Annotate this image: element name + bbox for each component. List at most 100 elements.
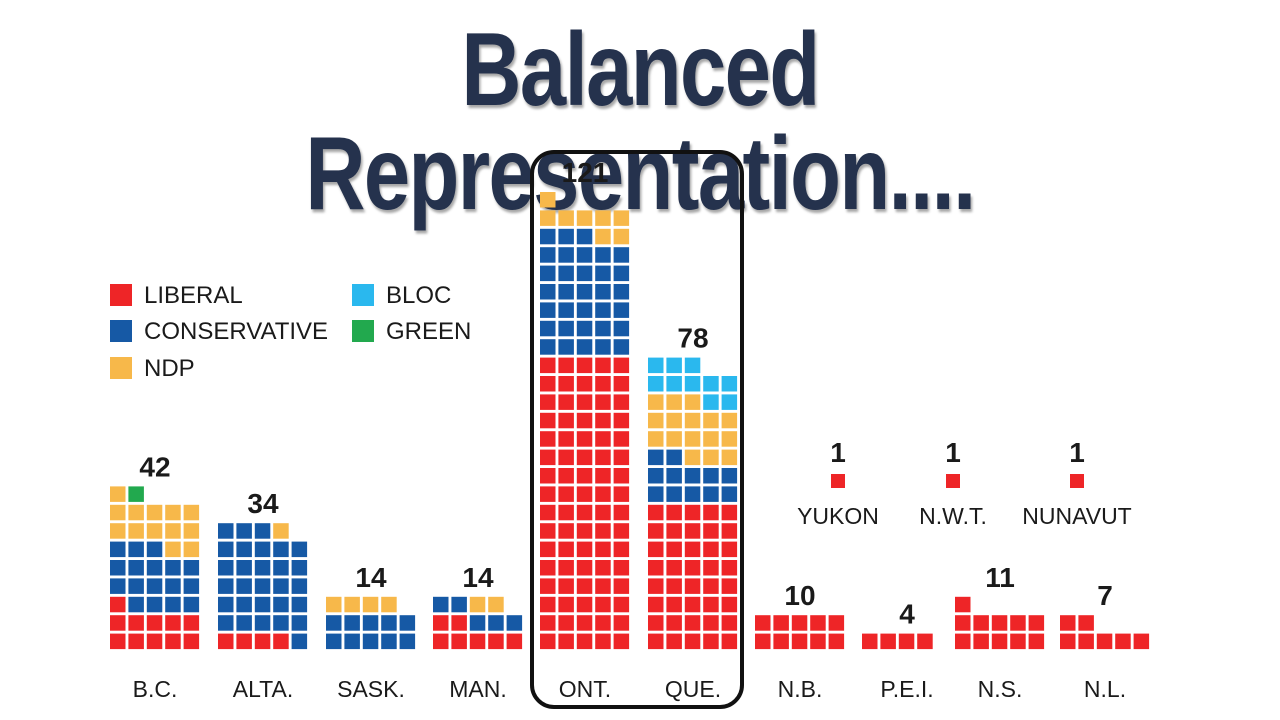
seat-cell-conservative	[183, 560, 200, 576]
seat-cell-conservative	[540, 320, 556, 337]
seat-cell-liberal	[721, 596, 738, 613]
seat-cell-liberal	[576, 357, 593, 374]
seat-cell-conservative	[595, 320, 611, 337]
seat-cell-conservative	[381, 633, 397, 650]
seat-cell-liberal	[576, 486, 593, 502]
seat-cell-ndp	[684, 431, 701, 447]
seat-cell-conservative	[648, 449, 664, 466]
seat-cell-conservative	[254, 596, 271, 613]
seat-cell-conservative	[595, 284, 611, 300]
seat-cell-liberal	[666, 615, 682, 631]
territory-markers: 1 YUKON 1 N.W.T. 1 NUNAVUT	[797, 437, 1132, 529]
seat-cell-liberal	[955, 596, 971, 613]
seat-cell-liberal	[721, 633, 738, 650]
seat-cell-bloc	[721, 376, 738, 392]
seat-cell-liberal	[828, 633, 845, 650]
seat-cell-conservative	[110, 541, 126, 558]
seat-cell-liberal	[613, 357, 630, 374]
seat-cell-liberal	[540, 468, 556, 484]
seat-cell-conservative	[254, 615, 271, 631]
seat-cell-liberal	[955, 633, 971, 650]
seat-cell-liberal	[703, 578, 719, 594]
seat-cell-ndp	[666, 412, 682, 429]
seat-cell-liberal	[648, 523, 664, 539]
seat-cell-liberal	[146, 615, 163, 631]
seat-cell-conservative	[218, 541, 234, 558]
seat-cell-liberal	[165, 633, 181, 650]
seat-cell-conservative	[595, 247, 611, 263]
seat-cell-liberal	[558, 376, 574, 392]
seat-cell-conservative	[558, 320, 574, 337]
seat-cell-ndp	[488, 596, 504, 613]
seat-cell-conservative	[344, 633, 360, 650]
seat-cell-green	[128, 486, 144, 502]
seat-cell-liberal	[451, 615, 467, 631]
seat-cell-conservative	[433, 596, 449, 613]
seat-cell-liberal	[703, 560, 719, 576]
seat-cell-conservative	[469, 615, 486, 631]
seat-cell-liberal	[558, 615, 574, 631]
seat-cell-liberal	[684, 633, 701, 650]
seat-cell-liberal	[703, 504, 719, 521]
seat-cell-liberal	[540, 376, 556, 392]
seat-cell-conservative	[399, 615, 416, 631]
seat-cell-bloc	[648, 357, 664, 374]
seat-cell-conservative	[183, 578, 200, 594]
seat-cell-liberal	[613, 486, 630, 502]
seat-count-b-c: 42	[139, 451, 170, 482]
seat-count-que: 78	[677, 323, 708, 354]
seat-cell-conservative	[218, 560, 234, 576]
seat-cell-conservative	[344, 615, 360, 631]
seat-cell-conservative	[540, 339, 556, 355]
seat-cell-ndp	[273, 523, 289, 539]
legend-swatch-liberal	[110, 284, 132, 306]
province-n-b: 10 N.B.	[755, 580, 845, 702]
seat-cell-conservative	[273, 541, 289, 558]
seat-cell-liberal	[613, 468, 630, 484]
seat-cell-conservative	[648, 486, 664, 502]
seat-cell-conservative	[595, 339, 611, 355]
seat-cell-conservative	[558, 228, 574, 245]
territory-label-yukon: YUKON	[797, 503, 879, 529]
seat-cell-liberal	[576, 412, 593, 429]
seat-cell-conservative	[540, 302, 556, 318]
seat-count-sask: 14	[355, 562, 387, 593]
seat-cell-conservative	[703, 486, 719, 502]
legend: LIBERAL CONSERVATIVE NDP BLOC GREEN	[110, 282, 471, 382]
seat-cell-liberal	[721, 523, 738, 539]
seat-cell-liberal	[1096, 633, 1113, 650]
seat-cell-liberal	[703, 596, 719, 613]
seat-cell-liberal	[613, 412, 630, 429]
seat-cell-ndp	[558, 210, 574, 226]
seat-cell-liberal	[755, 615, 771, 631]
seat-cell-conservative	[576, 228, 593, 245]
seat-cell-liberal	[595, 449, 611, 466]
seat-cell-liberal	[973, 615, 989, 631]
seat-cell-conservative	[576, 302, 593, 318]
seat-cell-liberal	[613, 560, 630, 576]
seat-cell-liberal	[558, 633, 574, 650]
seat-cell-liberal	[540, 633, 556, 650]
seat-cell-liberal	[576, 376, 593, 392]
seat-cell-liberal	[540, 431, 556, 447]
legend-label-green: GREEN	[386, 318, 471, 345]
seat-cell-liberal	[991, 633, 1008, 650]
seat-cell-liberal	[558, 578, 574, 594]
seat-cell-liberal	[613, 596, 630, 613]
seat-cell-conservative	[273, 615, 289, 631]
seat-cell-ndp	[684, 449, 701, 466]
seat-cell-conservative	[595, 302, 611, 318]
seat-cell-liberal	[128, 633, 144, 650]
seat-cell-liberal	[576, 541, 593, 558]
seat-cell-liberal	[595, 376, 611, 392]
seat-cell-liberal	[755, 633, 771, 650]
province-label-alta: ALTA.	[233, 676, 294, 702]
seat-cell-liberal	[595, 504, 611, 521]
seat-cell-liberal	[558, 596, 574, 613]
seat-cell-liberal	[558, 486, 574, 502]
seat-cell-ndp	[648, 431, 664, 447]
seat-cell-conservative	[146, 596, 163, 613]
seat-cell-conservative	[540, 228, 556, 245]
seat-cell-conservative	[110, 560, 126, 576]
